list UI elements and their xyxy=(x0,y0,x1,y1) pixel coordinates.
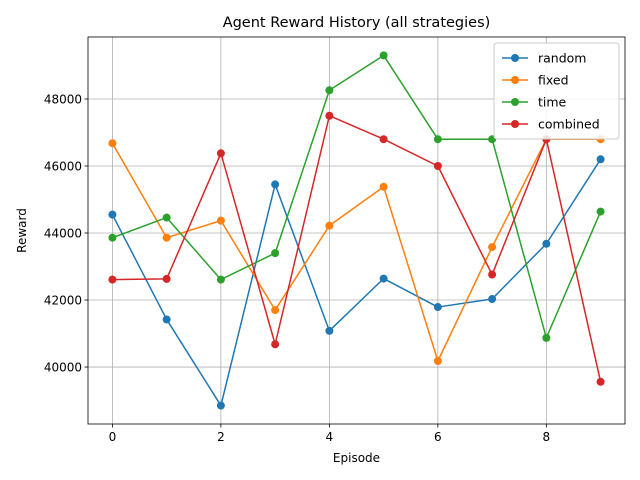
legend-marker-random xyxy=(511,54,519,62)
plot-area-frame xyxy=(87,36,626,425)
data-point-random xyxy=(596,155,605,164)
legend-label-fixed: fixed xyxy=(538,73,569,88)
x-tick-label: 0 xyxy=(109,430,117,444)
legend-label-combined: combined xyxy=(538,117,600,132)
data-point-combined xyxy=(488,270,497,279)
legend: random fixed time combined xyxy=(493,42,620,140)
data-point-fixed xyxy=(379,182,388,191)
data-point-combined xyxy=(433,162,442,170)
legend-label-time: time xyxy=(538,95,567,110)
data-point-random xyxy=(542,239,551,248)
series-line-combined xyxy=(112,114,602,382)
x-tick-label: 6 xyxy=(434,430,442,444)
y-tick-label: 44000 xyxy=(44,227,82,241)
data-point-combined xyxy=(108,275,117,284)
data-point-combined xyxy=(271,340,280,349)
legend-item-fixed: fixed xyxy=(502,73,569,88)
data-point-random xyxy=(108,210,117,219)
x-tick-label: 2 xyxy=(217,430,225,444)
legend-item-combined: combined xyxy=(502,117,600,132)
data-point-time xyxy=(108,233,117,242)
data-point-fixed xyxy=(216,216,225,225)
y-tick-label: 48000 xyxy=(44,92,82,106)
data-point-combined xyxy=(379,135,388,144)
data-point-time xyxy=(216,275,225,284)
series-time xyxy=(108,51,605,342)
data-point-random xyxy=(325,326,334,335)
series-random xyxy=(108,155,605,410)
data-point-fixed xyxy=(325,221,334,230)
x-tick-label: 8 xyxy=(543,430,551,444)
legend-marker-time xyxy=(511,98,519,106)
data-point-combined xyxy=(216,149,225,158)
y-tick-label: 40000 xyxy=(44,361,82,375)
data-point-fixed xyxy=(108,139,117,148)
legend-marker-combined xyxy=(511,120,519,128)
data-point-time xyxy=(271,249,280,258)
data-point-random xyxy=(488,295,497,304)
series-line-random xyxy=(111,158,602,407)
legend-marker-fixed xyxy=(511,76,519,84)
series-line-time xyxy=(112,54,602,339)
legend-item-random: random xyxy=(502,51,586,66)
data-point-random xyxy=(379,274,388,283)
data-point-random xyxy=(271,180,280,189)
series-lines xyxy=(108,51,605,410)
axes: 0 2 4 6 8 40000 42000 44000 46000 48000 xyxy=(44,92,550,444)
data-point-random xyxy=(216,401,225,410)
legend-label-random: random xyxy=(538,51,586,66)
series-line-fixed xyxy=(111,138,601,362)
data-point-combined xyxy=(162,274,171,283)
data-point-fixed xyxy=(433,357,442,366)
data-point-time xyxy=(433,135,442,144)
data-point-combined xyxy=(596,377,605,386)
y-axis-label: Reward xyxy=(15,208,29,253)
y-tick-label: 42000 xyxy=(44,294,82,308)
data-point-time xyxy=(542,333,551,342)
chart-title: Agent Reward History (all strategies) xyxy=(223,15,491,31)
data-point-time xyxy=(379,51,388,60)
y-tick-label: 46000 xyxy=(44,160,82,174)
legend-box xyxy=(493,42,620,140)
data-point-combined xyxy=(325,111,334,120)
data-point-random xyxy=(162,315,171,324)
data-point-fixed xyxy=(162,233,171,242)
x-tick-label: 4 xyxy=(326,430,334,444)
data-point-random xyxy=(433,303,442,312)
data-point-time xyxy=(162,213,171,222)
data-point-time xyxy=(596,207,605,216)
x-axis-label: Episode xyxy=(333,451,380,465)
series-combined xyxy=(108,111,605,386)
data-point-fixed xyxy=(271,306,280,315)
legend-item-time: time xyxy=(502,95,567,110)
data-point-fixed xyxy=(488,243,497,252)
data-point-time xyxy=(325,86,334,95)
